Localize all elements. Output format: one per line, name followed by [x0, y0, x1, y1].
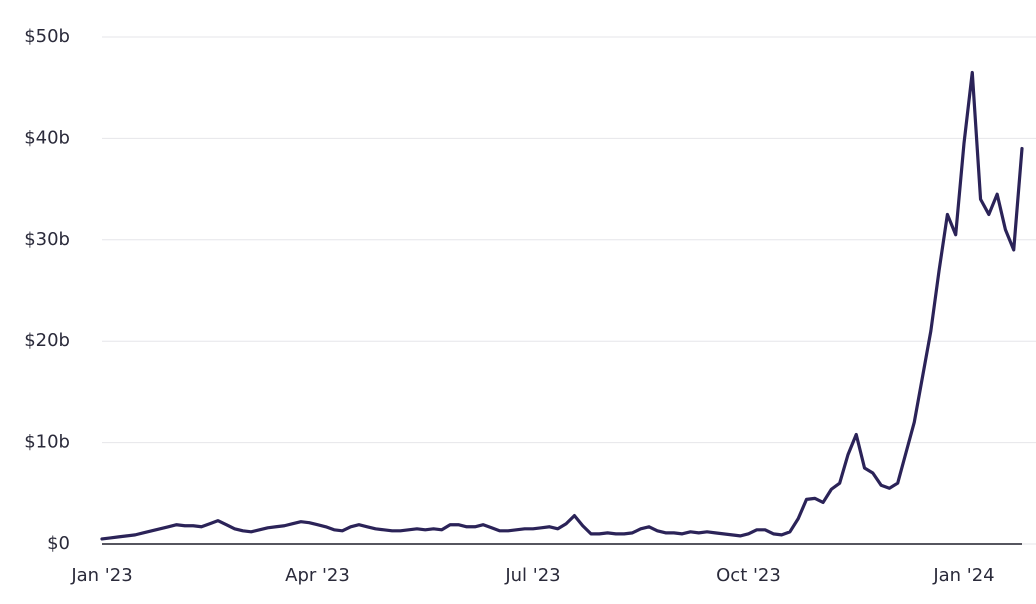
x-tick-label: Jan '24 — [932, 565, 994, 586]
y-tick-label: $30b — [24, 229, 70, 250]
x-tick-label: Jul '23 — [504, 565, 560, 586]
y-tick-label: $10b — [24, 432, 70, 453]
y-tick-label: $0 — [47, 533, 70, 554]
x-tick-label: Apr '23 — [285, 565, 350, 586]
y-tick-label: $20b — [24, 330, 70, 351]
y-tick-label: $40b — [24, 127, 70, 148]
line — [100, 70, 1024, 541]
x-tick-label: Jan '23 — [70, 565, 132, 586]
x-tick-label: Oct '23 — [716, 565, 781, 586]
y-tick-label: $50b — [24, 26, 70, 47]
